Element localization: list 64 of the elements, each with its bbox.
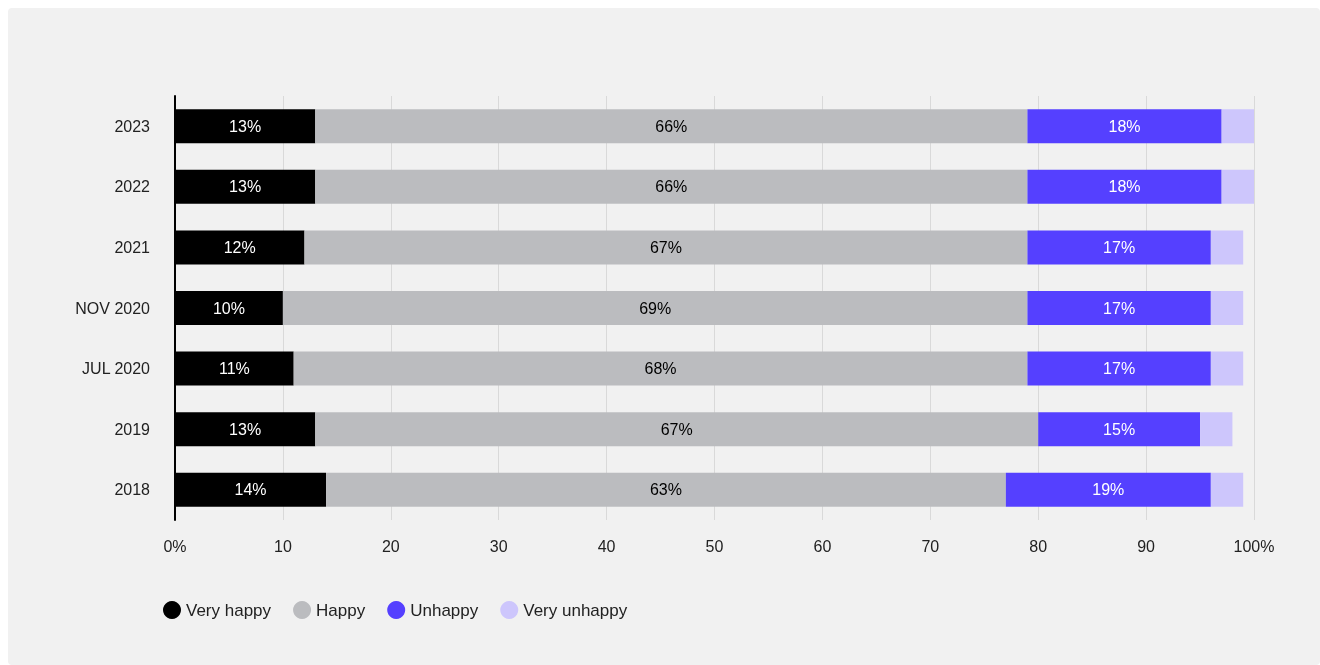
data-label: 17%: [1103, 238, 1136, 256]
data-label: 69%: [639, 299, 672, 317]
bar: [1210, 230, 1244, 265]
x-tick-label: 30: [489, 537, 508, 555]
data-label: 17%: [1103, 299, 1136, 317]
data-label: 18%: [1108, 117, 1141, 135]
data-label: 66%: [655, 178, 688, 196]
x-tick-label: 20: [381, 537, 400, 555]
legend-label: Happy: [316, 600, 366, 620]
y-tick-label: JUL 2020: [82, 360, 151, 378]
legend-label: Very happy: [186, 600, 272, 620]
x-tick-label: 10: [274, 537, 292, 555]
x-tick-label: 40: [597, 537, 616, 555]
bar: [1210, 351, 1244, 386]
y-tick-label: 2018: [114, 481, 151, 499]
bar: [1027, 230, 1211, 265]
bar: [1210, 291, 1244, 325]
y-tick-label: 2021: [114, 238, 151, 256]
bar: [1027, 351, 1211, 386]
bar: [326, 472, 1006, 507]
x-tick-label: 90: [1137, 537, 1156, 555]
y-tick-label: 2019: [114, 420, 151, 438]
data-label: 13%: [229, 420, 262, 438]
bar: [315, 412, 1039, 447]
bar: [315, 109, 1028, 144]
x-tick-label: 80: [1029, 537, 1048, 555]
data-label: 14%: [234, 481, 267, 499]
data-label: 11%: [218, 360, 250, 378]
x-tick-label: 50: [705, 537, 724, 555]
bar: [1221, 169, 1254, 204]
data-label: 12%: [223, 238, 256, 256]
bar: [282, 291, 1028, 325]
data-label: 66%: [655, 117, 688, 135]
bar: [1210, 472, 1244, 507]
x-tick-label: 0%: [163, 537, 187, 555]
bar: [1027, 291, 1211, 325]
bar: [1038, 412, 1201, 447]
data-label: 10%: [212, 299, 245, 317]
data-label: 13%: [229, 117, 262, 135]
data-label: 63%: [649, 481, 682, 499]
bar: [1200, 412, 1233, 447]
bar: [1221, 109, 1254, 144]
x-tick-label: 70: [921, 537, 940, 555]
x-tick-label: 100%: [1233, 537, 1275, 555]
y-tick-label: 2023: [114, 117, 151, 135]
bar: [315, 169, 1028, 204]
bar: [1027, 169, 1222, 204]
data-label: 17%: [1103, 360, 1136, 378]
y-tick-label: NOV 2020: [75, 299, 151, 317]
y-tick-label: 2022: [114, 178, 151, 196]
data-label: 67%: [649, 238, 682, 256]
data-label: 19%: [1092, 481, 1125, 499]
legend-label: Unhappy: [410, 600, 479, 620]
bar: [304, 230, 1028, 265]
data-label: 15%: [1103, 420, 1136, 438]
x-tick-label: 60: [813, 537, 832, 555]
bar: [293, 351, 1028, 386]
data-label: 13%: [229, 178, 262, 196]
data-label: 68%: [644, 360, 677, 378]
data-label: 18%: [1108, 178, 1141, 196]
bar: [1027, 109, 1222, 144]
bar: [1005, 472, 1211, 507]
data-label: 67%: [660, 420, 693, 438]
legend-label: Very unhappy: [523, 600, 628, 620]
